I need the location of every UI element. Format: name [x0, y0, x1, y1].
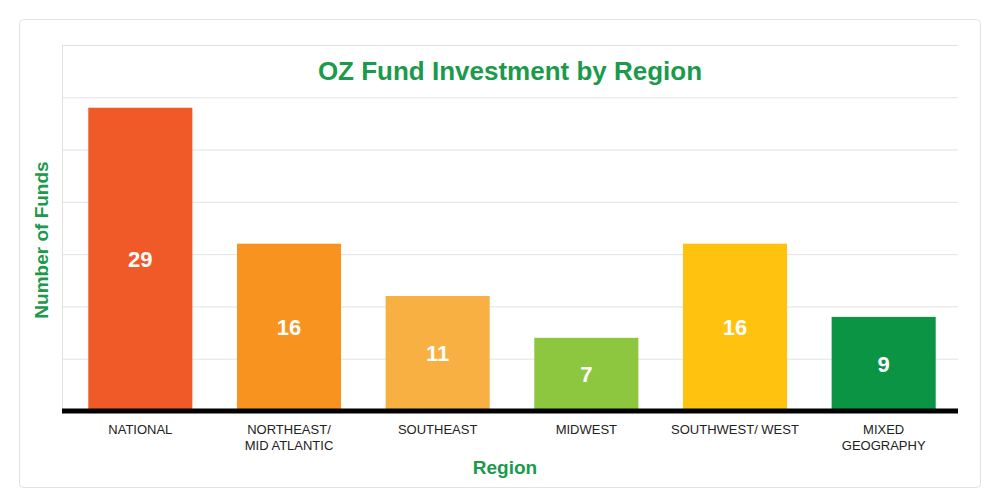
x-axis-line — [62, 409, 958, 414]
chart: NATIONAL NORTHEAST/MID ATLANTIC SOUTHEAST M… — [0, 0, 1000, 502]
data-label: 16 — [277, 315, 301, 340]
x-tick-label-line: NATIONAL — [108, 422, 172, 437]
y-tick — [62, 306, 958, 307]
data-label: 9 — [878, 352, 890, 377]
y-tick — [62, 45, 958, 46]
x-tick-label: MIDWEST — [556, 422, 617, 437]
grid-line — [62, 97, 958, 98]
x-tick-label-line: SOUTHWEST/ WEST — [671, 422, 799, 437]
bars — [88, 108, 935, 411]
y-tick — [62, 150, 958, 151]
x-tick: NATIONAL — [108, 422, 172, 437]
y-axis — [62, 46, 958, 412]
x-tick-label: SOUTHEAST — [398, 422, 478, 437]
x-tick: SOUTHEAST — [398, 422, 478, 437]
grid-line — [62, 150, 958, 151]
x-tick: MIDWEST — [556, 422, 617, 437]
x-tick: SOUTHWEST/ WEST — [671, 422, 799, 437]
data-labels: 29 16 11 7 16 9 — [128, 247, 890, 387]
grid-line — [62, 359, 958, 360]
frame — [20, 20, 981, 488]
y-axis-line — [62, 46, 63, 412]
grid-line — [62, 45, 958, 46]
x-tick-label: SOUTHWEST/ WEST — [671, 422, 799, 437]
x-tick-label: NATIONAL — [108, 422, 172, 437]
data-label: 7 — [580, 362, 592, 387]
grid-line — [62, 202, 958, 203]
x-axis: NATIONAL NORTHEAST/MID ATLANTIC SOUTHEAST M… — [62, 411, 958, 453]
x-tick-label: NORTHEAST/MID ATLANTIC — [245, 422, 334, 453]
x-tick: MIXEDGEOGRAPHY — [842, 422, 926, 453]
x-axis-title: Region — [473, 457, 537, 478]
y-tick — [62, 97, 958, 98]
x-tick-label-line: SOUTHEAST — [398, 422, 478, 437]
bar — [534, 338, 638, 411]
y-tick — [62, 254, 958, 255]
x-tick: NORTHEAST/MID ATLANTIC — [245, 422, 334, 453]
y-tick — [62, 359, 958, 360]
grid-line — [62, 254, 958, 255]
x-tick-label-line: MID ATLANTIC — [245, 438, 334, 453]
bar — [683, 244, 787, 411]
x-tick-label-line: MIXED — [863, 422, 904, 437]
title: OZ Fund Investment by Region — [318, 56, 702, 86]
data-label: 16 — [723, 315, 747, 340]
x-tick-label: MIXEDGEOGRAPHY — [842, 422, 926, 453]
bar — [832, 317, 936, 411]
grid-line — [62, 306, 958, 307]
y-tick — [62, 202, 958, 203]
data-label: 11 — [426, 341, 449, 366]
bar — [237, 244, 341, 411]
y-axis-title: Number of Funds — [31, 161, 52, 318]
bar — [88, 108, 192, 411]
y-tick — [62, 411, 958, 412]
bar — [386, 296, 490, 411]
x-tick-label-line: MIDWEST — [556, 422, 617, 437]
x-tick-label-line: NORTHEAST/ — [247, 422, 331, 437]
data-label: 29 — [128, 247, 152, 272]
x-tick-label-line: GEOGRAPHY — [842, 438, 926, 453]
grid-line — [62, 411, 958, 412]
